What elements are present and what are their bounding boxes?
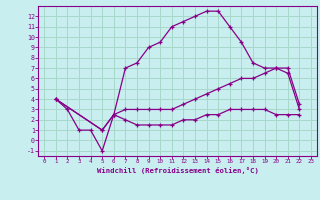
X-axis label: Windchill (Refroidissement éolien,°C): Windchill (Refroidissement éolien,°C): [97, 167, 259, 174]
